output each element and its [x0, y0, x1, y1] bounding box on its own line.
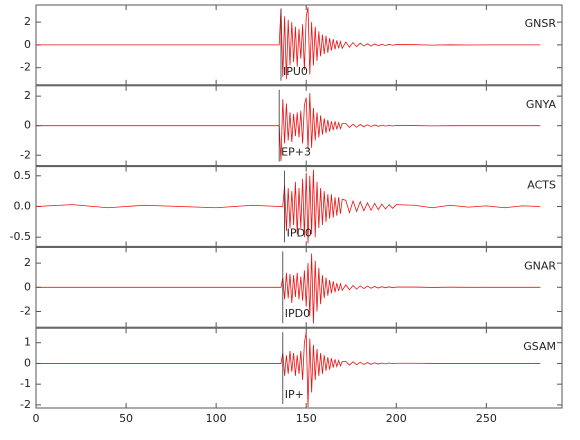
- waveform: [36, 332, 541, 407]
- station-label: GNYA: [526, 98, 557, 111]
- y-tick-label: 0: [24, 119, 31, 132]
- pick-label: EP+3: [281, 146, 311, 159]
- waveform: [36, 93, 541, 162]
- y-tick-label: -2: [20, 148, 31, 161]
- y-tick-label: -1: [20, 377, 31, 390]
- x-tick-label: 0: [33, 412, 40, 425]
- station-label: GSAM: [523, 340, 556, 353]
- y-tick-label: 0: [24, 280, 31, 293]
- x-tick-label: 50: [119, 412, 133, 425]
- panel-frame: [35, 327, 563, 409]
- station-label: ACTS: [527, 179, 556, 192]
- x-tick-label: 100: [206, 412, 227, 425]
- y-tick-label: 2: [24, 89, 31, 102]
- y-tick-label: 0: [24, 38, 31, 51]
- waveform: [36, 7, 541, 80]
- pick-label: IPD0: [287, 226, 312, 239]
- waveform: [35, 169, 541, 244]
- x-tick-label: 150: [296, 412, 317, 425]
- y-tick-label: 0: [24, 356, 31, 369]
- pick-label: IP+: [285, 388, 304, 401]
- station-label: GNSR: [525, 17, 557, 30]
- x-tick-label: 200: [386, 412, 407, 425]
- station-label: GNAR: [524, 259, 556, 272]
- y-tick-label: 1: [24, 336, 31, 349]
- y-tick-label: 0.5: [14, 169, 32, 182]
- waveform: [36, 253, 541, 324]
- y-tick-label: -2: [20, 398, 31, 411]
- pick-label: IPD0: [285, 307, 310, 320]
- x-tick-label: 250: [476, 412, 497, 425]
- y-tick-label: -2: [20, 304, 31, 317]
- y-tick-label: 2: [24, 256, 31, 269]
- y-tick-label: 2: [24, 15, 31, 28]
- y-tick-label: 0.0: [14, 200, 32, 213]
- pick-label: IPU0: [283, 65, 308, 78]
- y-tick-label: -2: [20, 61, 31, 74]
- y-tick-label: -0.5: [10, 230, 31, 243]
